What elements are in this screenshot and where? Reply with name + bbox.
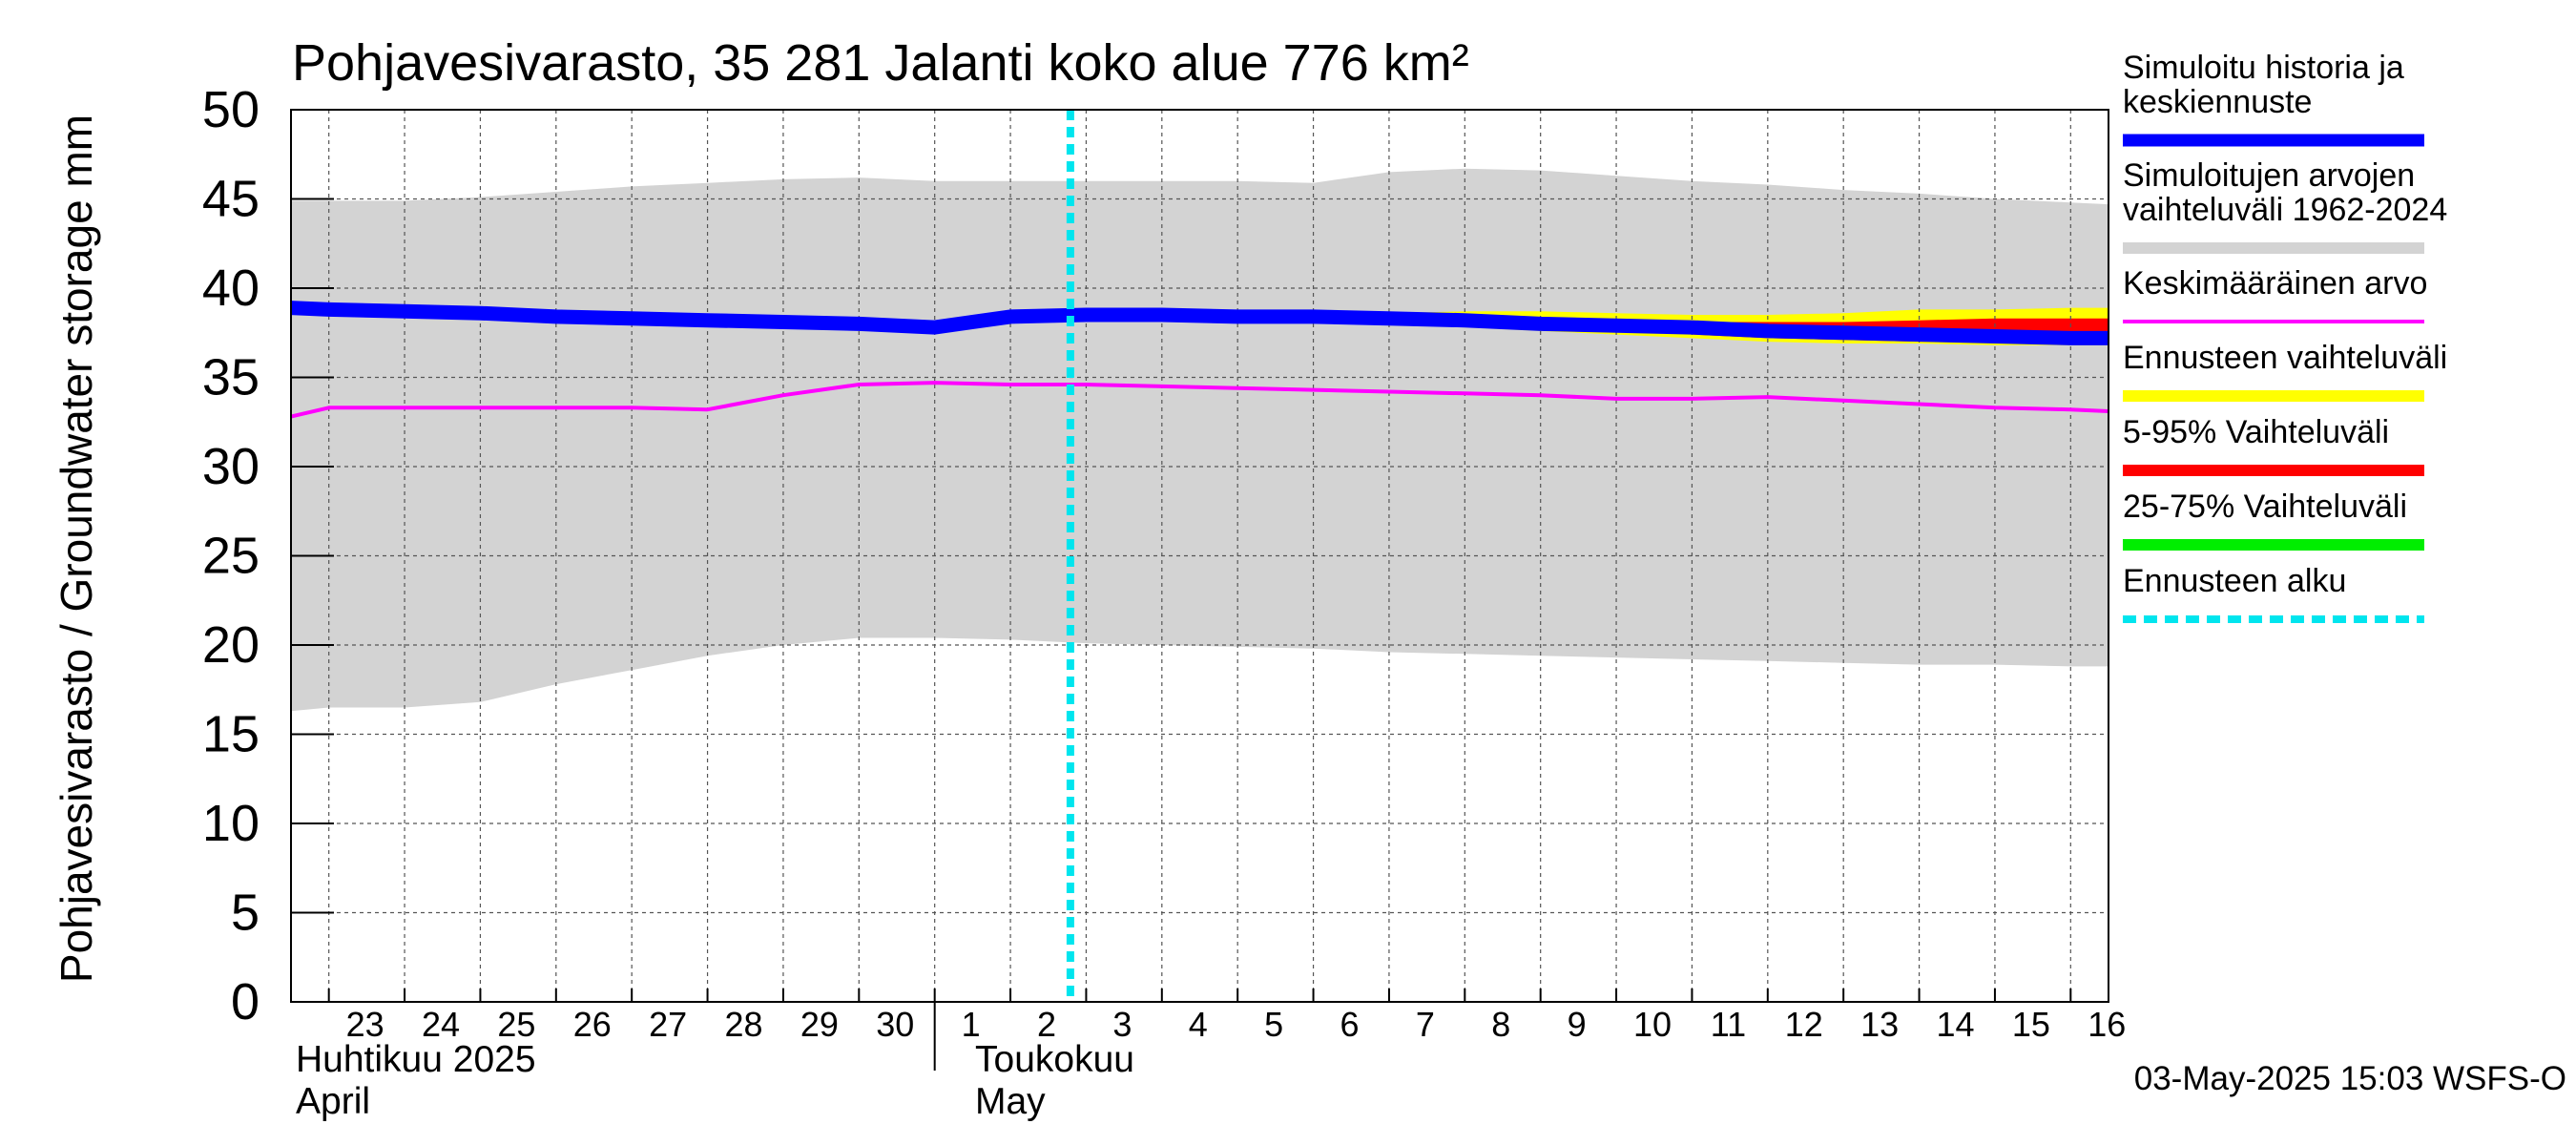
y-tick-label-0: 0	[231, 973, 260, 1030]
legend-label-0-line2: keskiennuste	[2123, 84, 2312, 120]
legend-label-2-line1: Keskimääräinen arvo	[2123, 265, 2427, 302]
x-tick-label-14: 7	[1416, 1005, 1435, 1044]
footer-timestamp: 03-May-2025 15:03 WSFS-O	[2134, 1060, 2566, 1097]
y-tick-label-6: 30	[202, 438, 260, 495]
y-tick-label-9: 45	[202, 171, 260, 228]
x-tick-label-6: 29	[800, 1005, 839, 1044]
y-tick-label-3: 15	[202, 706, 260, 763]
bands-layer	[291, 168, 2109, 712]
x-ticks-layer: 23 24 25 26 27 28 29 30 1 2 3 4 5 6 7 8 9 10 11 12 13 14 15 16	[327, 989, 2126, 1044]
x-tick-label-23: 16	[2088, 1005, 2126, 1044]
month-label-0-line1: Huhtikuu 2025	[296, 1039, 536, 1080]
x-tick-label-15: 8	[1491, 1005, 1510, 1044]
y-tick-label-4: 20	[202, 616, 260, 674]
x-tick-label-4: 27	[649, 1005, 687, 1044]
month-label-1-line1: Toukokuu	[975, 1039, 1134, 1080]
x-tick-label-9: 2	[1037, 1005, 1056, 1044]
x-tick-label-10: 3	[1112, 1005, 1132, 1044]
series-band-0	[291, 168, 2109, 712]
series-line-4	[290, 301, 2109, 345]
x-tick-label-11: 4	[1189, 1005, 1208, 1044]
y-tick-label-10: 50	[202, 81, 260, 138]
x-tick-label-22: 15	[2012, 1005, 2050, 1044]
x-tick-label-0: 23	[346, 1005, 384, 1044]
lines-layer	[290, 110, 2109, 1002]
x-tick-label-7: 30	[876, 1005, 914, 1044]
x-tick-label-5: 28	[725, 1005, 763, 1044]
x-tick-label-17: 10	[1633, 1005, 1672, 1044]
month-label-1-line2: May	[975, 1081, 1046, 1122]
y-tick-label-8: 40	[202, 260, 260, 317]
x-tick-label-21: 14	[1937, 1005, 1975, 1044]
x-tick-label-20: 13	[1860, 1005, 1899, 1044]
series-line-3	[290, 381, 2109, 419]
x-tick-label-13: 6	[1340, 1005, 1360, 1044]
x-tick-label-8: 1	[962, 1005, 981, 1044]
x-tick-label-3: 26	[573, 1005, 612, 1044]
y-tick-label-2: 10	[202, 795, 260, 852]
legend-label-1-line1: Simuloitujen arvojen	[2123, 157, 2415, 194]
y-axis-label: Pohjavesivarasto / Groundwater storage m…	[52, 114, 101, 983]
x-tick-label-1: 24	[422, 1005, 460, 1044]
x-tick-label-18: 11	[1711, 1005, 1746, 1044]
y-tick-label-7: 35	[202, 349, 260, 406]
x-tick-label-16: 9	[1568, 1005, 1587, 1044]
x-tick-label-19: 12	[1785, 1005, 1823, 1044]
y-tick-label-5: 25	[202, 528, 260, 585]
legend-label-6-line1: Ennusteen alku	[2123, 563, 2346, 599]
legend-label-4-line1: 5-95% Vaihteluväli	[2123, 414, 2389, 450]
month-label-0-line2: April	[296, 1081, 370, 1122]
chart-title: Pohjavesivarasto, 35 281 Jalanti koko al…	[292, 34, 1469, 92]
x-tick-label-2: 25	[497, 1005, 535, 1044]
y-tick-label-1: 5	[231, 885, 260, 942]
legend-label-0-line1: Simuloitu historia ja	[2123, 50, 2404, 86]
legend-label-3-line1: Ennusteen vaihteluväli	[2123, 340, 2447, 376]
grid-layer	[291, 110, 2109, 1002]
legend-label-1-line2: vaihteluväli 1962-2024	[2123, 192, 2447, 228]
x-tick-label-12: 5	[1264, 1005, 1283, 1044]
y-ticks-layer: 0 5 10 15 20 25 30 35 40 45 50	[202, 81, 334, 1030]
legend-label-5-line1: 25-75% Vaihteluväli	[2123, 489, 2407, 525]
